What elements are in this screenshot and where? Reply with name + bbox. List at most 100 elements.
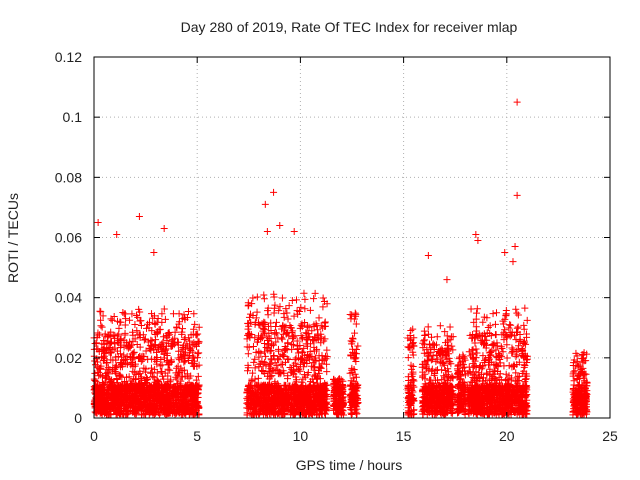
data-point — [504, 409, 512, 417]
data-point — [335, 396, 343, 404]
data-point — [117, 318, 125, 326]
data-point — [147, 364, 155, 372]
data-point — [482, 341, 490, 349]
data-point — [409, 377, 417, 385]
data-point — [443, 356, 451, 364]
data-point — [158, 361, 166, 369]
data-point — [515, 372, 523, 380]
data-point — [283, 309, 291, 317]
data-point — [175, 347, 183, 355]
data-point — [99, 402, 107, 410]
data-point — [320, 297, 328, 305]
data-point — [519, 346, 527, 354]
data-point — [154, 398, 162, 406]
data-point — [468, 346, 476, 354]
data-point — [430, 371, 438, 379]
data-point — [445, 385, 453, 393]
data-point — [91, 408, 99, 416]
data-point — [164, 372, 172, 380]
data-point — [159, 338, 167, 346]
data-point — [425, 352, 433, 360]
data-point — [137, 322, 145, 330]
data-point — [256, 408, 264, 416]
data-point — [272, 338, 280, 346]
data-point — [290, 367, 298, 375]
data-point — [348, 369, 356, 376]
data-point — [407, 408, 415, 416]
data-point — [493, 309, 501, 317]
data-point — [421, 331, 429, 339]
data-point — [279, 360, 287, 368]
data-point — [108, 316, 116, 324]
data-point — [349, 334, 357, 342]
data-point — [110, 399, 118, 407]
data-point — [189, 397, 197, 405]
data-point — [96, 307, 104, 315]
data-point — [91, 340, 99, 348]
data-point — [132, 312, 140, 320]
data-point — [431, 341, 439, 349]
data-point — [94, 394, 102, 402]
data-point — [507, 321, 515, 329]
data-point — [147, 369, 155, 377]
data-point — [496, 359, 504, 367]
data-point — [296, 355, 304, 363]
data-point — [490, 340, 498, 348]
data-point — [424, 330, 432, 338]
data-point — [473, 309, 481, 317]
data-point — [97, 316, 105, 324]
data-point — [303, 360, 311, 368]
data-point — [261, 397, 269, 405]
data-point — [166, 405, 174, 413]
data-point — [482, 377, 490, 385]
data-point — [243, 411, 251, 419]
data-point — [352, 320, 360, 328]
data-point — [312, 334, 320, 342]
data-point — [436, 349, 444, 357]
data-point — [488, 347, 496, 355]
data-point — [113, 362, 121, 370]
data-point — [120, 336, 128, 344]
data-point — [319, 294, 327, 302]
data-point — [100, 346, 108, 354]
data-point — [419, 360, 427, 368]
data-point — [479, 352, 487, 360]
data-point — [308, 362, 316, 370]
data-point — [321, 335, 329, 343]
data-point — [321, 323, 329, 331]
data-point — [244, 393, 252, 401]
data-point — [497, 386, 505, 394]
data-point — [100, 381, 108, 389]
data-point — [354, 342, 362, 350]
data-point — [420, 383, 428, 391]
data-point — [128, 355, 136, 363]
data-point — [186, 345, 194, 353]
data-point — [480, 313, 488, 321]
data-point — [290, 312, 298, 320]
data-point — [459, 378, 467, 386]
data-point — [265, 391, 273, 399]
data-point — [249, 410, 257, 418]
data-point — [331, 387, 339, 395]
data-point — [158, 389, 166, 397]
data-point — [175, 320, 183, 328]
data-point — [259, 327, 267, 335]
data-point — [302, 340, 310, 348]
data-point — [130, 348, 138, 356]
data-point — [250, 390, 258, 398]
data-point — [243, 343, 251, 351]
data-point — [172, 369, 180, 377]
data-point — [408, 372, 416, 380]
data-point — [423, 346, 431, 354]
data-point — [113, 347, 121, 355]
data-point — [298, 348, 306, 356]
data-point — [115, 324, 123, 332]
data-point — [291, 409, 299, 417]
data-point — [407, 344, 415, 352]
data-point — [258, 367, 266, 375]
data-point — [129, 331, 137, 339]
data-point — [271, 378, 279, 386]
data-point — [446, 323, 454, 331]
data-point — [299, 375, 307, 383]
data-point — [251, 364, 259, 372]
